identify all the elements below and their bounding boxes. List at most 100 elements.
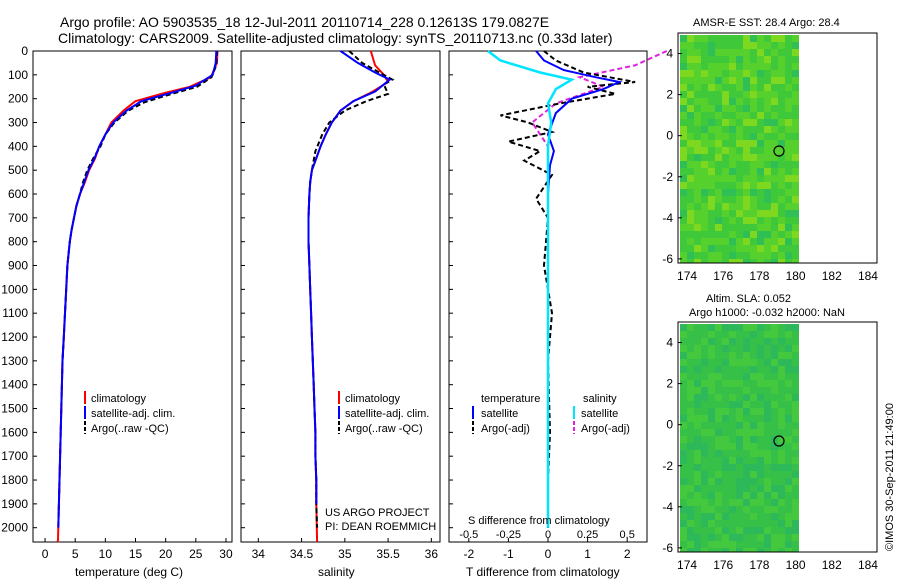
depth-tick-label: 0	[21, 44, 28, 58]
map-cell	[750, 457, 757, 464]
map-cell	[792, 49, 799, 56]
map-cell	[743, 548, 750, 552]
map-cell	[722, 345, 729, 352]
map-cell	[722, 338, 729, 345]
map-cell	[750, 387, 757, 394]
map-cell	[764, 513, 771, 520]
map-cell	[701, 91, 708, 98]
map-cell	[687, 217, 694, 224]
map-cell	[736, 105, 743, 112]
map-cell	[715, 338, 722, 345]
map-cell	[778, 63, 785, 70]
map-cell	[757, 436, 764, 443]
map-cell	[715, 154, 722, 161]
legend-t-head: temperature	[481, 393, 540, 405]
map-cell	[743, 520, 750, 527]
map-cell	[750, 147, 757, 154]
map-cell	[743, 527, 750, 534]
map-cell	[764, 464, 771, 471]
map-cell	[701, 84, 708, 91]
map-cell	[722, 189, 729, 196]
sla-map-title-1: Altim. SLA: 0.052	[706, 293, 791, 305]
map-xtick-label: 174	[677, 269, 697, 283]
map-cell	[722, 331, 729, 338]
map-cell	[736, 147, 743, 154]
map-cell	[736, 161, 743, 168]
map-cell	[694, 422, 701, 429]
map-cell	[771, 478, 778, 485]
map-cell	[701, 457, 708, 464]
map-cell	[778, 324, 785, 331]
map-cell	[771, 499, 778, 506]
map-cell	[764, 443, 771, 450]
map-cell	[764, 534, 771, 541]
map-cell	[680, 324, 687, 331]
map-cell	[701, 422, 708, 429]
map-cell	[764, 394, 771, 401]
map-cell	[729, 49, 736, 56]
map-cell	[680, 478, 687, 485]
map-cell	[722, 485, 729, 492]
map-cell	[680, 175, 687, 182]
map-cell	[736, 324, 743, 331]
map-cell	[708, 119, 715, 126]
map-cell	[694, 56, 701, 63]
map-cell	[729, 168, 736, 175]
map-cell	[771, 245, 778, 252]
map-cell	[687, 492, 694, 499]
map-cell	[736, 485, 743, 492]
map-cell	[694, 98, 701, 105]
map-cell	[708, 352, 715, 359]
map-cell	[764, 210, 771, 217]
map-cell	[778, 492, 785, 499]
map-cell	[687, 443, 694, 450]
map-cell	[771, 366, 778, 373]
map-cell	[785, 77, 792, 84]
map-cell	[722, 133, 729, 140]
map-cell	[771, 492, 778, 499]
map-cell	[778, 485, 785, 492]
map-cell	[778, 56, 785, 63]
map-cell	[743, 196, 750, 203]
map-cell	[736, 408, 743, 415]
map-cell	[680, 126, 687, 133]
map-cell	[743, 408, 750, 415]
map-cell	[708, 133, 715, 140]
map-cell	[729, 175, 736, 182]
map-cell	[708, 161, 715, 168]
map-cell	[701, 147, 708, 154]
map-cell	[687, 84, 694, 91]
map-cell	[729, 84, 736, 91]
map-xtick-label: 182	[822, 269, 842, 283]
map-cell	[750, 408, 757, 415]
map-cell	[701, 112, 708, 119]
map-cell	[757, 513, 764, 520]
map-cell	[715, 49, 722, 56]
map-cell	[750, 331, 757, 338]
map-cell	[736, 331, 743, 338]
map-cell	[722, 429, 729, 436]
map-cell	[792, 147, 799, 154]
map-cell	[757, 196, 764, 203]
map-cell	[778, 70, 785, 77]
map-cell	[680, 98, 687, 105]
map-cell	[722, 380, 729, 387]
map-cell	[680, 499, 687, 506]
map-cell	[708, 513, 715, 520]
t-tick-label: 2	[624, 547, 631, 561]
map-cell	[792, 541, 799, 548]
map-cell	[750, 478, 757, 485]
map-cell	[778, 415, 785, 422]
map-cell	[722, 373, 729, 380]
map-cell	[694, 196, 701, 203]
map-cell	[736, 224, 743, 231]
map-ytick-label: 2	[666, 88, 673, 102]
map-cell	[715, 63, 722, 70]
map-cell	[743, 217, 750, 224]
map-cell	[736, 98, 743, 105]
map-cell	[778, 119, 785, 126]
map-cell	[778, 499, 785, 506]
map-cell	[757, 252, 764, 259]
map-cell	[680, 189, 687, 196]
map-cell	[771, 513, 778, 520]
